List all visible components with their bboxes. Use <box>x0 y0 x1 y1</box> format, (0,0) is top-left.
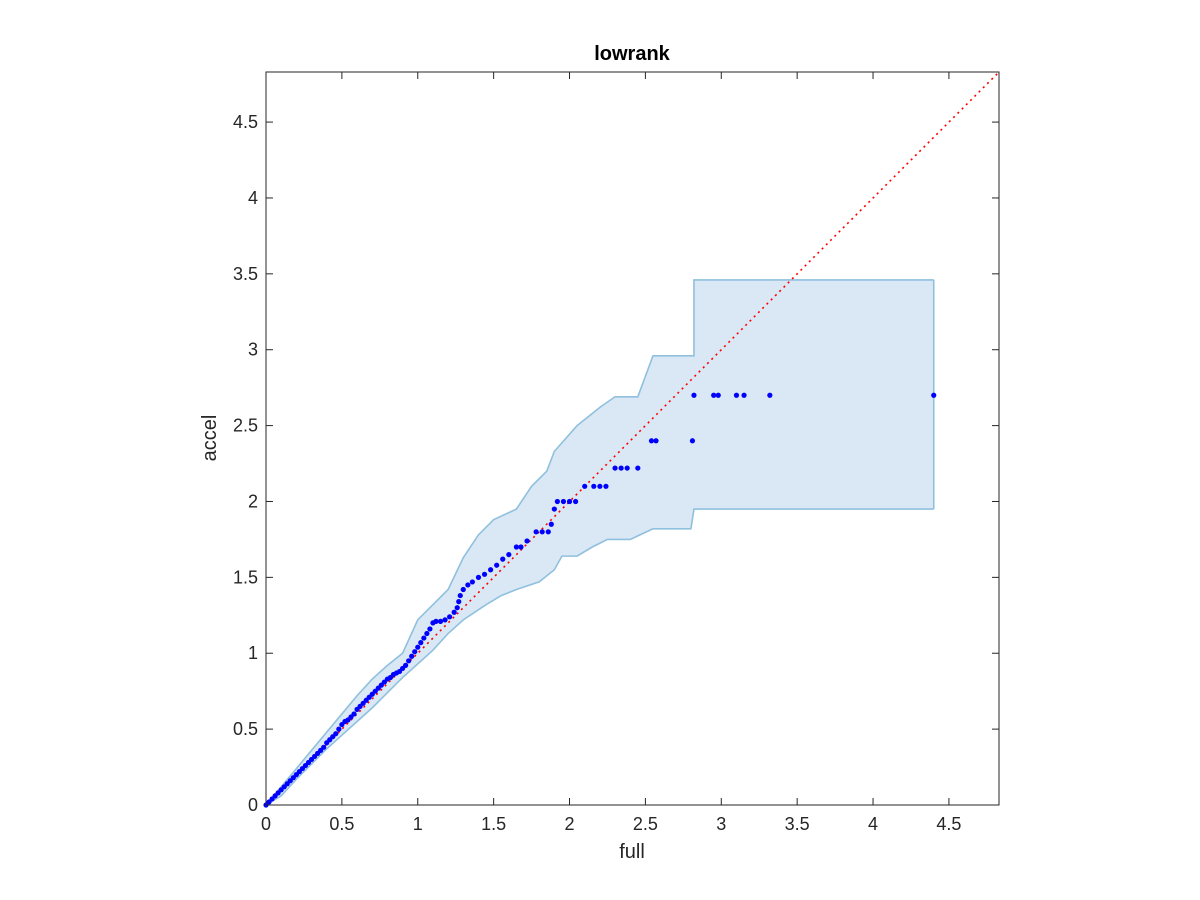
data-point <box>566 498 573 505</box>
data-point <box>624 465 630 471</box>
x-tick-label: 1.5 <box>481 814 506 834</box>
data-point <box>421 635 427 641</box>
data-point <box>475 574 482 580</box>
y-tick-label: 0.5 <box>233 719 258 739</box>
data-point <box>454 605 460 611</box>
data-point <box>321 744 327 750</box>
data-point <box>691 392 697 398</box>
data-point <box>433 618 439 624</box>
y-tick-label: 4.5 <box>233 112 258 132</box>
data-point <box>457 592 463 599</box>
data-point <box>524 538 530 544</box>
data-point <box>689 438 696 444</box>
x-ticks: 0 0.5 1 1.5 2 2.5 3 3.5 4 4.5 <box>261 72 961 834</box>
y-tick-label: 2 <box>248 491 258 511</box>
data-point <box>533 529 539 535</box>
data-point <box>409 653 415 659</box>
data-point <box>451 609 457 615</box>
data-point <box>460 586 466 593</box>
x-tick-label: 3.5 <box>785 814 810 834</box>
data-point <box>424 630 430 637</box>
x-tick-label: 0 <box>261 814 271 834</box>
data-point <box>635 465 641 471</box>
data-point <box>931 392 937 398</box>
axes-box <box>265 71 1000 806</box>
data-point <box>412 649 418 655</box>
data-point <box>572 498 579 505</box>
y-ticks: 0 0.5 1 1.5 2 2.5 3 3.5 4 4.5 <box>233 112 999 815</box>
data-point <box>494 562 500 568</box>
data-point <box>442 617 448 623</box>
data-point <box>506 551 512 558</box>
data-point <box>653 438 659 444</box>
data-point <box>603 483 609 489</box>
data-point <box>336 726 342 732</box>
x-tick-label: 4 <box>868 814 878 834</box>
data-point <box>711 392 717 398</box>
x-tick-label: 4.5 <box>936 814 961 834</box>
y-tick-label: 1.5 <box>233 567 258 587</box>
data-point <box>447 614 453 620</box>
data-point <box>415 644 421 650</box>
data-points <box>263 392 937 808</box>
data-point <box>560 498 567 505</box>
data-point <box>481 571 488 577</box>
data-point <box>351 711 357 717</box>
data-point <box>406 658 412 664</box>
confidence-band <box>265 279 935 806</box>
y-tick-label: 2.5 <box>233 416 258 436</box>
data-point <box>551 506 557 512</box>
chart-title: lowrank <box>594 43 670 65</box>
data-point <box>741 392 747 398</box>
x-tick-label: 3 <box>716 814 726 834</box>
x-tick-label: 0.5 <box>329 814 354 834</box>
data-point <box>488 567 494 573</box>
data-point <box>513 544 520 550</box>
band-upper-edge <box>265 279 934 806</box>
data-point <box>733 392 740 398</box>
data-point <box>591 483 597 489</box>
data-point <box>612 465 618 471</box>
data-point <box>597 483 603 489</box>
data-point <box>582 483 588 489</box>
data-point <box>545 529 551 535</box>
y-tick-label: 3 <box>248 340 258 360</box>
data-point <box>403 662 409 668</box>
data-point <box>456 599 462 605</box>
data-point <box>648 438 655 444</box>
data-point <box>518 544 524 550</box>
x-tick-label: 1 <box>413 814 423 834</box>
x-tick-label: 2 <box>565 814 575 834</box>
data-point <box>465 582 471 588</box>
band-lower-edge <box>265 508 934 806</box>
data-point <box>437 618 444 624</box>
data-point <box>618 465 624 471</box>
y-tick-label: 3.5 <box>233 264 258 284</box>
data-point <box>333 731 339 737</box>
y-tick-label: 4 <box>248 188 258 208</box>
data-point <box>548 521 554 527</box>
data-point <box>554 498 560 505</box>
y-tick-label: 0 <box>248 795 258 815</box>
y-axis-label: accel <box>199 415 221 462</box>
data-point <box>469 579 475 585</box>
data-point <box>767 392 773 398</box>
data-point <box>715 392 721 398</box>
data-point <box>500 556 506 562</box>
x-axis-label: full <box>619 841 645 863</box>
axes <box>265 71 1000 806</box>
data-point <box>539 529 545 535</box>
data-point <box>427 626 433 632</box>
data-point <box>418 640 424 646</box>
y-tick-label: 1 <box>248 643 258 663</box>
x-tick-label: 2.5 <box>633 814 658 834</box>
